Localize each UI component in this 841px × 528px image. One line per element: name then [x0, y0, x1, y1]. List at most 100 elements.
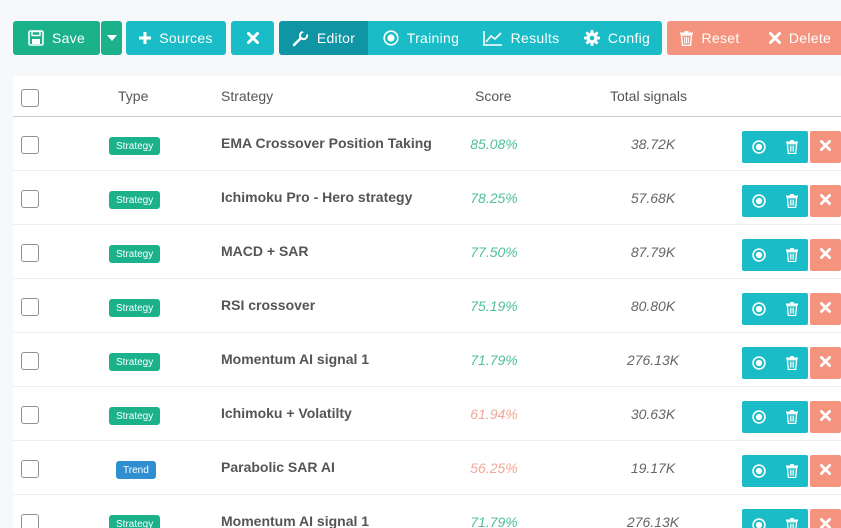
total-signals-value: 276.13K [626, 352, 680, 368]
row-delete-button[interactable] [810, 509, 841, 528]
tab-training[interactable]: Training [371, 21, 471, 55]
row-train-button[interactable] [742, 356, 775, 370]
row-delete-button[interactable] [810, 239, 841, 271]
row-train-button[interactable] [742, 140, 775, 154]
reset-button[interactable]: Reset [673, 21, 747, 55]
row-action-group [742, 347, 808, 379]
total-signals-value: 19.17K [630, 460, 676, 476]
sources-button[interactable]: Sources [126, 21, 226, 55]
record-icon [742, 356, 775, 370]
row-delete-button[interactable] [810, 455, 841, 487]
wrench-icon [292, 29, 309, 47]
trash-icon [775, 302, 808, 316]
save-label: Save [51, 30, 86, 46]
close-icon [820, 462, 831, 480]
strategy-name[interactable]: EMA Crossover Position Taking [221, 135, 432, 151]
strategy-name[interactable]: Momentum AI signal 1 [221, 351, 370, 367]
row-delete-button[interactable] [810, 293, 841, 325]
record-icon [742, 248, 775, 262]
table-row[interactable]: Strategy Momentum AI signal 1 71.79% 276.13… [13, 333, 841, 387]
row-delete-button[interactable] [810, 131, 841, 163]
row-train-button[interactable] [742, 518, 775, 528]
score-value: 71.79% [470, 352, 518, 368]
total-signals-value: 87.79K [630, 244, 676, 260]
danger-group [667, 21, 841, 55]
row-trash-button[interactable] [775, 140, 808, 154]
type-badge: Strategy [109, 353, 161, 371]
record-icon [383, 30, 399, 46]
select-all-checkbox[interactable] [21, 89, 39, 107]
close-icon [820, 192, 831, 210]
row-trash-button[interactable] [775, 410, 808, 424]
header-strategy[interactable]: Strategy [221, 88, 274, 104]
row-trash-button[interactable] [775, 518, 808, 528]
trash-icon [775, 518, 808, 528]
type-badge: Trend [116, 461, 156, 479]
tab-results[interactable]: Results [479, 21, 563, 55]
record-icon [742, 464, 775, 478]
score-value: 78.25% [470, 190, 518, 206]
score-value: 56.25% [470, 460, 518, 476]
header-total-signals[interactable]: Total signals [610, 88, 688, 104]
trash-icon [775, 410, 808, 424]
delete-button[interactable]: Delete [758, 21, 841, 55]
total-signals-value: 276.13K [626, 514, 680, 528]
strategy-name[interactable]: Ichimoku + Volatilty [221, 405, 352, 421]
tab-group [368, 21, 662, 55]
row-trash-button[interactable] [775, 194, 808, 208]
table-row[interactable]: Trend Parabolic SAR AI 56.25% 19.17K [13, 441, 841, 495]
close-icon [820, 300, 831, 318]
save-dropdown-button[interactable] [101, 21, 122, 55]
table-row[interactable]: Strategy Momentum AI signal 1 71.79% 276.13… [13, 495, 841, 528]
row-trash-button[interactable] [775, 464, 808, 478]
row-train-button[interactable] [742, 410, 775, 424]
strategy-name[interactable]: Momentum AI signal 1 [221, 513, 370, 528]
table-row[interactable]: Strategy EMA Crossover Position Taking 85.… [13, 117, 841, 171]
row-checkbox[interactable] [21, 460, 39, 478]
row-trash-button[interactable] [775, 248, 808, 262]
strategy-name[interactable]: MACD + SAR [221, 243, 309, 259]
strategy-name[interactable]: Ichimoku Pro - Hero strategy [221, 189, 413, 205]
table-row[interactable]: Strategy Ichimoku + Volatilty 61.94% 30.63K [13, 387, 841, 441]
row-delete-button[interactable] [810, 401, 841, 433]
table-row[interactable]: Strategy Ichimoku Pro - Hero strategy 78.2… [13, 171, 841, 225]
row-checkbox[interactable] [21, 406, 39, 424]
row-delete-button[interactable] [810, 347, 841, 379]
type-badge: Strategy [109, 407, 161, 425]
row-trash-button[interactable] [775, 302, 808, 316]
strategy-name[interactable]: RSI crossover [221, 297, 316, 313]
table-row[interactable]: Strategy RSI crossover 75.19% 80.80K [13, 279, 841, 333]
close-button[interactable] [231, 21, 274, 55]
row-train-button[interactable] [742, 464, 775, 478]
tab-training-label: Training [406, 30, 460, 46]
row-checkbox[interactable] [21, 514, 39, 528]
table-row[interactable]: Strategy MACD + SAR 77.50% 87.79K [13, 225, 841, 279]
row-train-button[interactable] [742, 248, 775, 262]
close-icon [246, 32, 259, 44]
tab-config[interactable]: Config [578, 21, 656, 55]
record-icon [742, 194, 775, 208]
type-badge: Strategy [109, 137, 161, 155]
save-button[interactable]: Save [13, 21, 100, 55]
record-icon [742, 518, 775, 528]
header-type[interactable]: Type [118, 88, 149, 104]
close-icon [768, 32, 781, 44]
row-delete-button[interactable] [810, 185, 841, 217]
score-value: 77.50% [470, 244, 518, 260]
close-icon [820, 408, 831, 426]
row-train-button[interactable] [742, 194, 775, 208]
strategy-name[interactable]: Parabolic SAR AI [221, 459, 335, 475]
row-trash-button[interactable] [775, 356, 808, 370]
row-checkbox[interactable] [21, 190, 39, 208]
close-icon [820, 138, 831, 156]
total-signals-value: 57.68K [630, 190, 676, 206]
row-checkbox[interactable] [21, 244, 39, 262]
header-score[interactable]: Score [475, 88, 512, 104]
row-train-button[interactable] [742, 302, 775, 316]
row-checkbox[interactable] [21, 298, 39, 316]
reset-label: Reset [701, 30, 740, 46]
trash-icon [775, 464, 808, 478]
row-checkbox[interactable] [21, 136, 39, 154]
row-checkbox[interactable] [21, 352, 39, 370]
tab-editor[interactable]: Editor [279, 21, 368, 55]
